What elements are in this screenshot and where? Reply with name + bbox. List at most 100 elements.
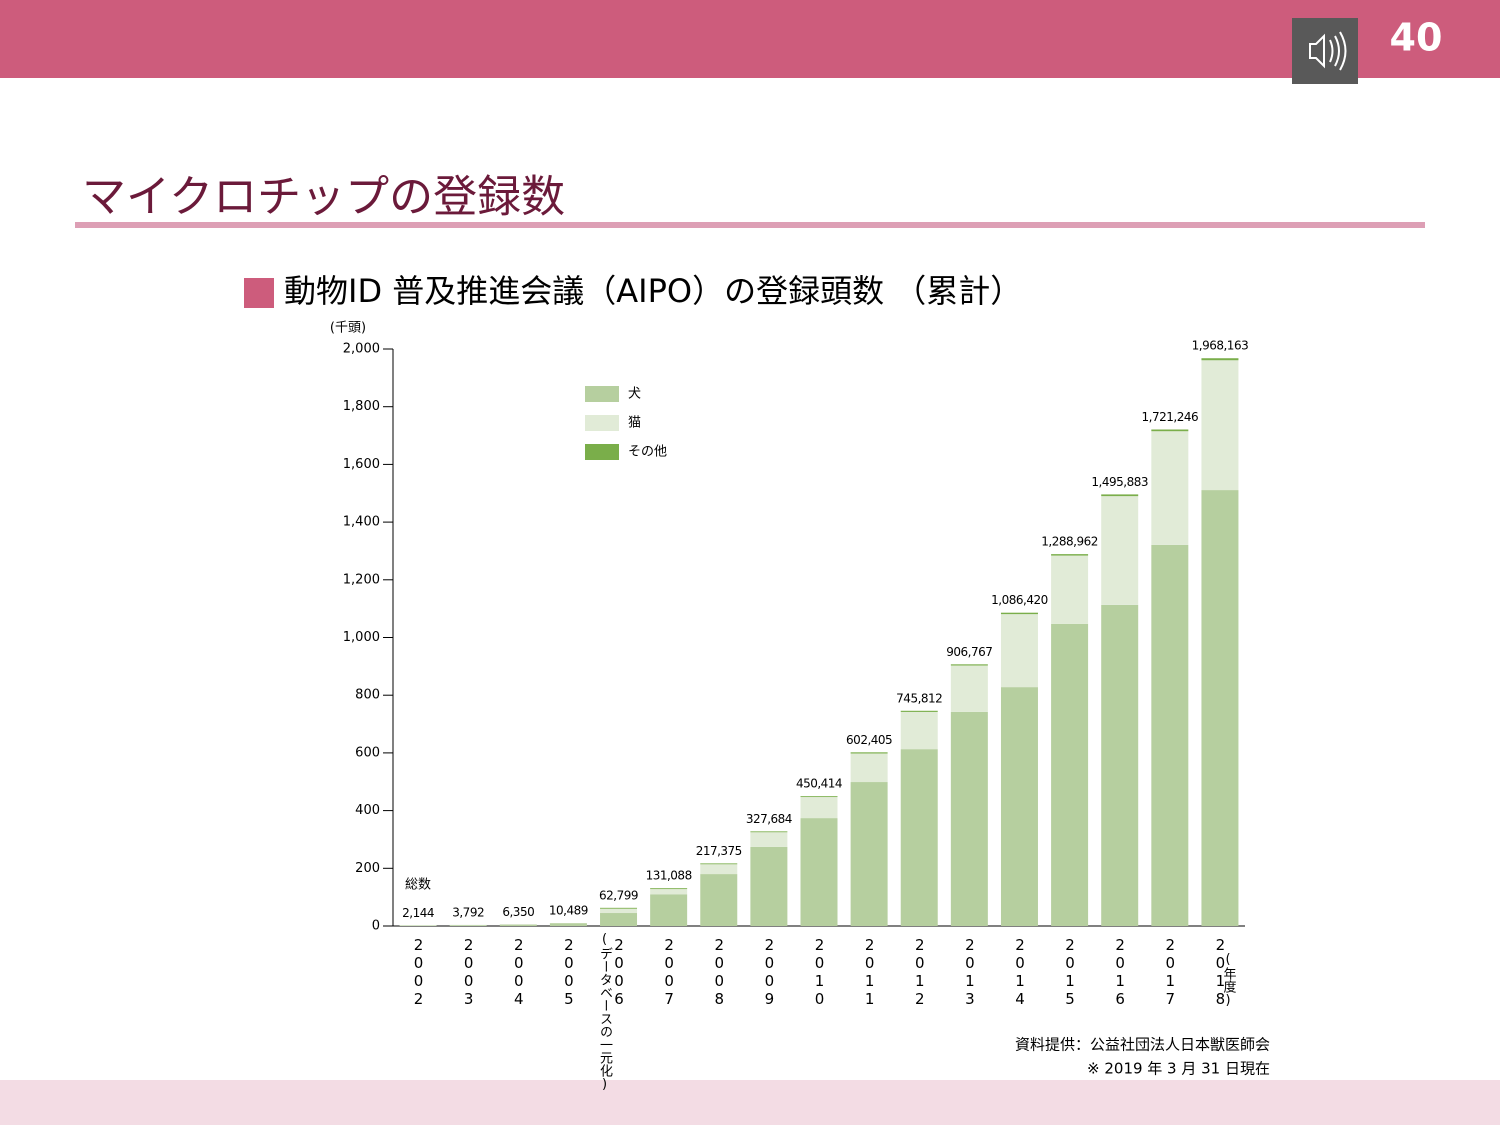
legend-label: 犬	[628, 387, 641, 402]
legend-swatch	[585, 444, 619, 460]
slide-title: マイクロチップの登録数	[82, 172, 565, 223]
bar-segment	[1051, 554, 1088, 555]
subtitle: 動物ID 普及推進会議（AIPO）の登録頭数 （累計）	[284, 272, 1022, 310]
x-tick-label: 2015	[1061, 936, 1079, 1008]
x-tick-label: 2009	[760, 936, 778, 1008]
y-tick-label: 200	[355, 861, 380, 876]
y-tick-label: 2,000	[343, 342, 380, 357]
bar-segment	[650, 888, 687, 889]
title-underline	[75, 222, 1425, 228]
bar-segment	[1051, 556, 1088, 624]
bar-segment	[700, 863, 737, 864]
total-label: 327,684	[746, 812, 792, 826]
bar-segment	[700, 874, 737, 926]
date-note: ※ 2019 年 3 月 31 日現在	[1087, 1060, 1270, 1078]
legend-label: その他	[628, 445, 667, 460]
bar-segment	[901, 711, 938, 712]
x-tick-label: 2010	[811, 936, 829, 1008]
bar-segment	[1151, 545, 1188, 926]
bar-segment	[600, 908, 637, 909]
total-label: 217,375	[696, 844, 742, 858]
total-label: 131,088	[646, 869, 692, 883]
bar-segment	[801, 797, 838, 818]
bar-segment	[450, 925, 487, 926]
bar-segment	[951, 664, 988, 665]
total-label: 906,767	[946, 645, 992, 659]
total-label: 1,495,883	[1091, 475, 1148, 489]
bar-segment	[951, 665, 988, 711]
bar-segment	[801, 796, 838, 797]
total-label: 2,144	[402, 906, 434, 920]
legend-swatch	[585, 386, 619, 402]
x-tick-label: 2003	[460, 936, 478, 1008]
total-label: 745,812	[896, 691, 942, 705]
total-label: 1,968,163	[1192, 339, 1249, 353]
bar-segment	[1001, 687, 1038, 926]
total-label: 602,405	[846, 733, 892, 747]
bar-segment	[750, 847, 787, 926]
bar-segment	[1201, 360, 1238, 490]
total-label: 62,799	[599, 888, 638, 902]
bar-segment	[1051, 624, 1088, 926]
total-label: 3,792	[452, 905, 484, 919]
y-tick-label: 1,800	[343, 399, 380, 414]
x-tick-note: (データベースの一元化)	[597, 932, 613, 1092]
total-label: 10,489	[549, 904, 588, 918]
legend-swatch	[585, 415, 619, 431]
total-label: 6,350	[502, 905, 534, 919]
bar-segment	[851, 753, 888, 782]
bar-segment	[851, 752, 888, 753]
bar-segment	[1001, 613, 1038, 614]
y-tick-label: 1,000	[343, 630, 380, 645]
bar-segment	[1101, 494, 1138, 496]
y-tick-label: 800	[355, 688, 380, 703]
x-tick-label: 2017	[1161, 936, 1179, 1008]
x-tick-label: 2004	[510, 936, 528, 1008]
bar-segment	[1201, 490, 1238, 926]
y-tick-label: 400	[355, 803, 380, 818]
bar-segment	[550, 924, 587, 926]
bar-segment	[1101, 605, 1138, 926]
legend-label: 猫	[628, 416, 641, 431]
bar-segment	[1001, 614, 1038, 687]
y-tick-label: 1,200	[343, 572, 380, 587]
y-tick-label: 1,400	[343, 515, 380, 530]
y-tick-label: 1,600	[343, 457, 380, 472]
header-bar	[0, 0, 1500, 78]
bullet	[244, 278, 274, 308]
bar-segment	[901, 749, 938, 926]
bar-segment	[951, 712, 988, 926]
bar-segment	[1151, 431, 1188, 545]
x-tick-label: 2013	[961, 936, 979, 1008]
total-title: 総数	[405, 878, 431, 893]
bar-segment	[500, 925, 537, 926]
bar-segment	[750, 831, 787, 832]
bar-segment	[851, 782, 888, 926]
bar-segment	[650, 894, 687, 926]
x-tick-label: 2012	[911, 936, 929, 1008]
x-tick-label: 2006	[610, 936, 628, 1008]
total-label: 1,086,420	[991, 593, 1048, 607]
bar-segment	[700, 864, 737, 874]
x-tick-label: 2007	[660, 936, 678, 1008]
y-axis-label: (千頭)	[330, 321, 366, 336]
bar-segment	[901, 712, 938, 749]
x-axis-label: (年度)	[1221, 952, 1237, 1008]
total-label: 1,288,962	[1041, 535, 1098, 549]
footer-bar	[0, 1080, 1500, 1125]
bar-segment	[600, 909, 637, 913]
bar-segment	[600, 913, 637, 926]
y-tick-label: 0	[372, 919, 380, 934]
total-label: 450,414	[796, 777, 842, 791]
bar-segment	[801, 818, 838, 926]
x-tick-label: 2011	[861, 936, 879, 1008]
bar-segment	[750, 832, 787, 847]
bar-segment	[1151, 429, 1188, 431]
total-label: 1,721,246	[1142, 410, 1199, 424]
x-tick-label: 2005	[560, 936, 578, 1008]
x-tick-label: 2002	[410, 936, 428, 1008]
source: 資料提供：公益社団法人日本獣医師会	[1015, 1036, 1270, 1054]
bar-segment	[400, 925, 437, 926]
